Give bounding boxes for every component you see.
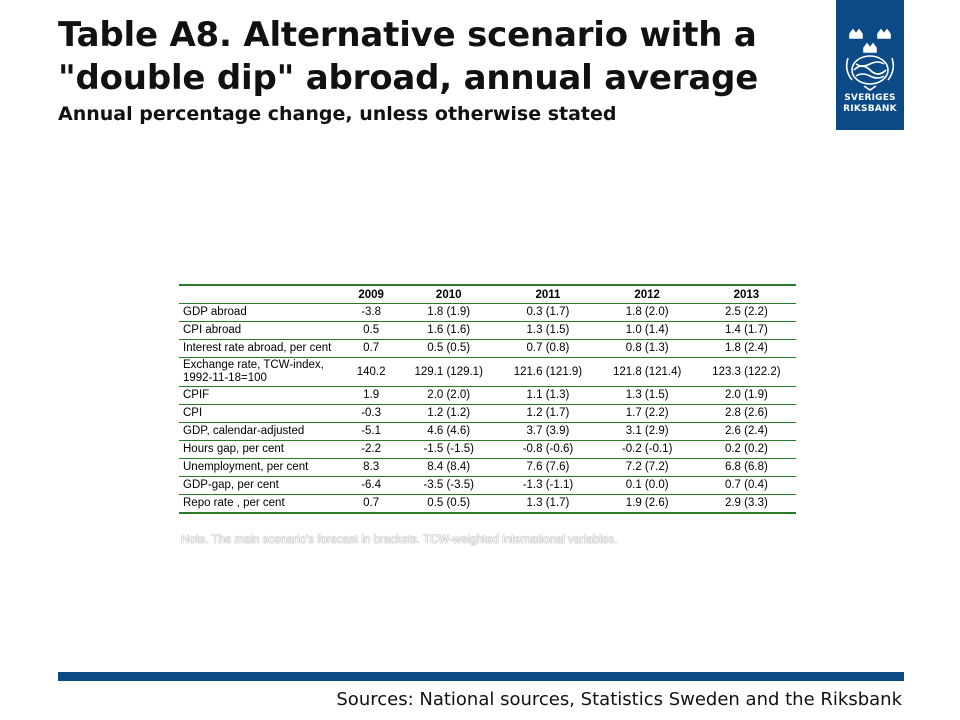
cell-2013: 0.2 (0.2) (696, 440, 796, 459)
logo-text-riksbank: RIKSBANK (843, 104, 897, 114)
title-block: Table A8. Alternative scenario with a "d… (58, 14, 818, 127)
sources-text: Sources: National sources, Statistics Sw… (336, 689, 902, 710)
table-row: CPIF 1.9 2.0 (2.0) 1.1 (1.3) 1.3 (1.5) 2… (179, 386, 796, 405)
cell-2010: 1.6 (1.6) (399, 321, 499, 340)
cell-2012: 0.1 (0.0) (597, 476, 697, 495)
row-label: Hours gap, per cent (179, 440, 344, 459)
header-2013: 2013 (696, 285, 796, 304)
cell-2009: 0.5 (343, 321, 400, 340)
cell-2009: 0.7 (343, 339, 400, 358)
cell-2009: -2.2 (343, 440, 400, 459)
cell-2010: 4.6 (4.6) (399, 422, 499, 441)
table-row: GDP-gap, per cent -6.4 -3.5 (-3.5) -1.3 … (179, 476, 796, 495)
cell-2011: 7.6 (7.6) (498, 458, 598, 477)
cell-2012: 1.8 (2.0) (597, 303, 697, 322)
cell-2013: 2.5 (2.2) (696, 303, 796, 322)
header-label (179, 285, 344, 304)
table-row: Interest rate abroad, per cent 0.7 0.5 (… (179, 339, 796, 358)
row-label: Interest rate abroad, per cent (179, 339, 344, 358)
cell-2013: 2.9 (3.3) (696, 494, 796, 514)
cell-2012: 1.0 (1.4) (597, 321, 697, 340)
crown-seal-icon (845, 28, 895, 91)
cell-2010: -3.5 (-3.5) (399, 476, 499, 495)
footer-divider (58, 672, 904, 681)
page-title-line-2: "double dip" abroad, annual average (58, 58, 759, 98)
header-2012: 2012 (597, 285, 697, 304)
cell-2011: 1.2 (1.7) (498, 404, 598, 423)
row-label: Repo rate , per cent (179, 494, 344, 514)
cell-2011: 0.7 (0.8) (498, 339, 598, 358)
page-subtitle: Annual percentage change, unless otherwi… (58, 103, 617, 125)
header-2011: 2011 (498, 285, 598, 304)
cell-2009: -0.3 (343, 404, 400, 423)
table-row: GDP, calendar-adjusted -5.1 4.6 (4.6) 3.… (179, 422, 796, 441)
cell-2011: 121.6 (121.9) (498, 357, 598, 387)
row-label: CPIF (179, 386, 344, 405)
scenario-table: 2009 2010 2011 2012 2013 GDP abroad -3.8… (179, 284, 796, 514)
cell-2013: 1.4 (1.7) (696, 321, 796, 340)
cell-2010: -1.5 (-1.5) (399, 440, 499, 459)
cell-2010: 0.5 (0.5) (399, 339, 499, 358)
row-label: Unemployment, per cent (179, 458, 344, 477)
cell-2010: 129.1 (129.1) (399, 357, 499, 387)
cell-2009: -5.1 (343, 422, 400, 441)
cell-2009: 1.9 (343, 386, 400, 405)
riksbank-logo: SVERIGES RIKSBANK (836, 0, 904, 130)
table-header-row: 2009 2010 2011 2012 2013 (179, 285, 796, 304)
row-label: CPI abroad (179, 321, 344, 340)
cell-2012: 3.1 (2.9) (597, 422, 697, 441)
scenario-table-wrapper: 2009 2010 2011 2012 2013 GDP abroad -3.8… (179, 284, 796, 514)
cell-2009: 140.2 (343, 357, 400, 387)
cell-2011: 3.7 (3.9) (498, 422, 598, 441)
row-label: GDP abroad (179, 303, 344, 322)
cell-2012: -0.2 (-0.1) (597, 440, 697, 459)
row-label: GDP-gap, per cent (179, 476, 344, 495)
table-row: CPI abroad 0.5 1.6 (1.6) 1.3 (1.5) 1.0 (… (179, 321, 796, 340)
table-row: Hours gap, per cent -2.2 -1.5 (-1.5) -0.… (179, 440, 796, 459)
table-note: Note. The main scenario's forecast in br… (181, 534, 618, 546)
row-label: CPI (179, 404, 344, 423)
header-2009: 2009 (343, 285, 400, 304)
cell-2010: 0.5 (0.5) (399, 494, 499, 514)
cell-2013: 2.0 (1.9) (696, 386, 796, 405)
cell-2011: 0.3 (1.7) (498, 303, 598, 322)
cell-2012: 0.8 (1.3) (597, 339, 697, 358)
cell-2010: 1.8 (1.9) (399, 303, 499, 322)
cell-2013: 1.8 (2.4) (696, 339, 796, 358)
table-row: Repo rate , per cent 0.7 0.5 (0.5) 1.3 (… (179, 494, 796, 514)
cell-2012: 7.2 (7.2) (597, 458, 697, 477)
table-row: GDP abroad -3.8 1.8 (1.9) 0.3 (1.7) 1.8 … (179, 303, 796, 322)
header-2010: 2010 (399, 285, 499, 304)
cell-2011: 1.1 (1.3) (498, 386, 598, 405)
row-label: GDP, calendar-adjusted (179, 422, 344, 441)
cell-2013: 123.3 (122.2) (696, 357, 796, 387)
cell-2012: 1.3 (1.5) (597, 386, 697, 405)
cell-2010: 2.0 (2.0) (399, 386, 499, 405)
cell-2009: 0.7 (343, 494, 400, 514)
cell-2013: 2.8 (2.6) (696, 404, 796, 423)
page-title-line-1: Table A8. Alternative scenario with a (58, 15, 757, 55)
cell-2009: 8.3 (343, 458, 400, 477)
cell-2011: 1.3 (1.5) (498, 321, 598, 340)
cell-2013: 6.8 (6.8) (696, 458, 796, 477)
cell-2009: -3.8 (343, 303, 400, 322)
cell-2011: -0.8 (-0.6) (498, 440, 598, 459)
cell-2012: 121.8 (121.4) (597, 357, 697, 387)
cell-2010: 1.2 (1.2) (399, 404, 499, 423)
table-row: CPI -0.3 1.2 (1.2) 1.2 (1.7) 1.7 (2.2) 2… (179, 404, 796, 423)
cell-2013: 0.7 (0.4) (696, 476, 796, 495)
cell-2010: 8.4 (8.4) (399, 458, 499, 477)
cell-2011: -1.3 (-1.1) (498, 476, 598, 495)
cell-2013: 2.6 (2.4) (696, 422, 796, 441)
logo-text-sveriges: SVERIGES (844, 93, 896, 103)
table-row: Unemployment, per cent 8.3 8.4 (8.4) 7.6… (179, 458, 796, 477)
table-row: Exchange rate, TCW-index, 1992-11-18=100… (179, 357, 796, 387)
cell-2012: 1.7 (2.2) (597, 404, 697, 423)
cell-2009: -6.4 (343, 476, 400, 495)
row-label: Exchange rate, TCW-index, 1992-11-18=100 (179, 357, 344, 387)
cell-2011: 1.3 (1.7) (498, 494, 598, 514)
cell-2012: 1.9 (2.6) (597, 494, 697, 514)
